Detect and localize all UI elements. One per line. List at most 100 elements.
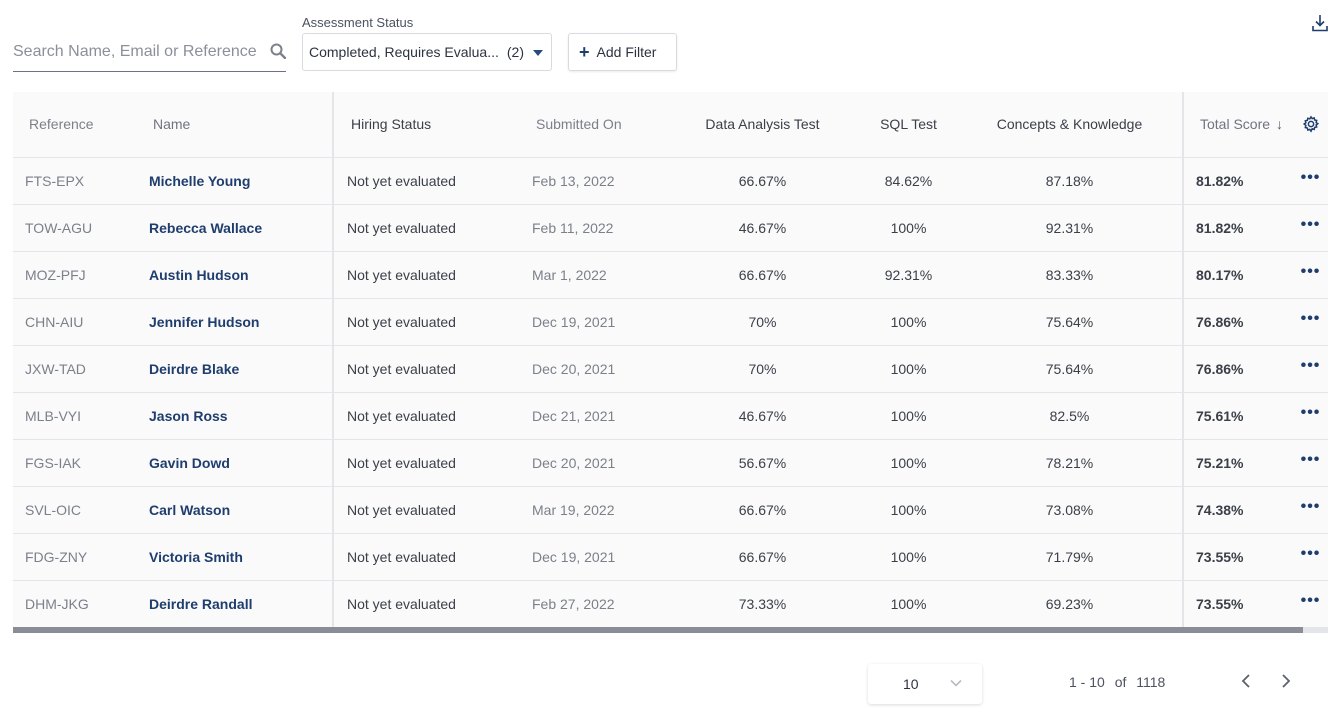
table-row[interactable]: CHN-AIU Jennifer Hudson Not yet evaluate… bbox=[13, 298, 1328, 346]
candidates-table: Reference Name Hiring Status Submitted O… bbox=[13, 92, 1328, 627]
column-header-reference[interactable]: Reference bbox=[13, 92, 137, 158]
table-row[interactable]: FDG-ZNY Victoria Smith Not yet evaluated… bbox=[13, 533, 1328, 581]
more-options-icon[interactable]: ••• bbox=[1300, 357, 1321, 374]
page-of-label: of bbox=[1114, 674, 1127, 690]
candidate-name-link[interactable]: Michelle Young bbox=[149, 172, 251, 189]
search-icon[interactable] bbox=[270, 43, 286, 59]
total-score-cell: 76.86% bbox=[1182, 298, 1293, 346]
candidate-name-link[interactable]: Rebecca Wallace bbox=[149, 219, 263, 236]
data-analysis-cell: 66.67% bbox=[665, 486, 860, 534]
column-header-concepts[interactable]: Concepts & Knowledge bbox=[957, 92, 1183, 158]
chevron-right-icon[interactable] bbox=[1278, 672, 1294, 690]
more-options-icon[interactable]: ••• bbox=[1300, 592, 1321, 609]
total-score-cell: 81.82% bbox=[1182, 157, 1293, 205]
table-header-row: Reference Name Hiring Status Submitted O… bbox=[13, 92, 1328, 158]
page-size-select[interactable]: 10 bbox=[868, 664, 982, 704]
concepts-cell: 75.64% bbox=[957, 298, 1183, 346]
reference-cell: MOZ-PFJ bbox=[13, 251, 137, 299]
data-analysis-cell: 70% bbox=[665, 298, 860, 346]
horizontal-scrollbar[interactable] bbox=[13, 627, 1328, 633]
more-options-icon[interactable]: ••• bbox=[1300, 545, 1321, 562]
total-score-cell: 74.38% bbox=[1182, 486, 1293, 534]
sql-cell: 84.62% bbox=[860, 157, 957, 205]
name-cell: Deirdre Randall bbox=[137, 580, 333, 627]
candidate-name-link[interactable]: Deirdre Randall bbox=[149, 595, 253, 612]
add-filter-button[interactable]: + Add Filter bbox=[568, 33, 677, 71]
submitted-on-cell: Dec 19, 2021 bbox=[527, 298, 665, 346]
candidate-name-link[interactable]: Deirdre Blake bbox=[149, 360, 240, 377]
total-score-cell: 73.55% bbox=[1182, 580, 1293, 627]
more-options-icon[interactable]: ••• bbox=[1300, 216, 1321, 233]
candidate-name-link[interactable]: Austin Hudson bbox=[149, 266, 249, 283]
more-options-icon[interactable]: ••• bbox=[1300, 404, 1321, 421]
assessment-status-count: (2) bbox=[506, 44, 524, 60]
table-row[interactable]: TOW-AGU Rebecca Wallace Not yet evaluate… bbox=[13, 204, 1328, 252]
name-cell: Jennifer Hudson bbox=[137, 298, 333, 346]
sort-down-icon[interactable]: ↓ bbox=[1276, 116, 1284, 133]
name-cell: Jason Ross bbox=[137, 392, 333, 440]
concepts-cell: 92.31% bbox=[957, 204, 1183, 252]
concepts-cell: 83.33% bbox=[957, 251, 1183, 299]
concepts-cell: 73.08% bbox=[957, 486, 1183, 534]
column-header-total-score[interactable]: Total Score ↓ bbox=[1182, 92, 1293, 158]
total-score-cell: 80.17% bbox=[1182, 251, 1293, 299]
row-actions-cell: ••• bbox=[1293, 580, 1328, 627]
candidate-name-link[interactable]: Gavin Dowd bbox=[149, 454, 230, 471]
column-header-sql[interactable]: SQL Test bbox=[860, 92, 957, 158]
reference-cell: MLB-VYI bbox=[13, 392, 137, 440]
sql-cell: 100% bbox=[860, 345, 957, 393]
gear-icon[interactable] bbox=[1302, 115, 1320, 133]
hiring-status-cell: Not yet evaluated bbox=[332, 204, 527, 252]
hiring-status-cell: Not yet evaluated bbox=[332, 298, 527, 346]
sql-cell: 92.31% bbox=[860, 251, 957, 299]
name-cell: Carl Watson bbox=[137, 486, 333, 534]
row-actions-cell: ••• bbox=[1293, 486, 1328, 534]
name-cell: Michelle Young bbox=[137, 157, 333, 205]
chevron-left-icon[interactable] bbox=[1238, 672, 1254, 690]
total-score-cell: 75.61% bbox=[1182, 392, 1293, 440]
reference-cell: FGS-IAK bbox=[13, 439, 137, 487]
total-score-cell: 75.21% bbox=[1182, 439, 1293, 487]
candidate-name-link[interactable]: Victoria Smith bbox=[149, 548, 243, 565]
more-options-icon[interactable]: ••• bbox=[1300, 169, 1321, 186]
data-analysis-cell: 73.33% bbox=[665, 580, 860, 627]
table-row[interactable]: DHM-JKG Deirdre Randall Not yet evaluate… bbox=[13, 580, 1328, 627]
column-header-data-analysis[interactable]: Data Analysis Test bbox=[665, 92, 860, 158]
row-actions-cell: ••• bbox=[1293, 439, 1328, 487]
submitted-on-cell: Feb 13, 2022 bbox=[527, 157, 665, 205]
column-header-hiring-status[interactable]: Hiring Status bbox=[332, 92, 527, 158]
candidate-name-link[interactable]: Carl Watson bbox=[149, 501, 231, 518]
table-row[interactable]: FTS-EPX Michelle Young Not yet evaluated… bbox=[13, 157, 1328, 205]
more-options-icon[interactable]: ••• bbox=[1300, 451, 1321, 468]
scrollbar-thumb[interactable] bbox=[13, 627, 1303, 633]
assessment-status-dropdown[interactable]: Completed, Requires Evalua... (2) bbox=[302, 33, 552, 71]
reference-cell: TOW-AGU bbox=[13, 204, 137, 252]
table-row[interactable]: MLB-VYI Jason Ross Not yet evaluated Dec… bbox=[13, 392, 1328, 440]
assessment-status-value: Completed, Requires Evalua... bbox=[309, 44, 499, 60]
sql-cell: 100% bbox=[860, 486, 957, 534]
name-cell: Gavin Dowd bbox=[137, 439, 333, 487]
column-header-submitted-on[interactable]: Submitted On bbox=[527, 92, 665, 158]
table-row[interactable]: FGS-IAK Gavin Dowd Not yet evaluated Dec… bbox=[13, 439, 1328, 487]
search-field[interactable] bbox=[13, 32, 286, 72]
table-row[interactable]: SVL-OIC Carl Watson Not yet evaluated Ma… bbox=[13, 486, 1328, 534]
table-row[interactable]: MOZ-PFJ Austin Hudson Not yet evaluated … bbox=[13, 251, 1328, 299]
concepts-cell: 78.21% bbox=[957, 439, 1183, 487]
candidate-name-link[interactable]: Jason Ross bbox=[149, 407, 228, 424]
reference-cell: JXW-TAD bbox=[13, 345, 137, 393]
more-options-icon[interactable]: ••• bbox=[1300, 310, 1321, 327]
table-row[interactable]: JXW-TAD Deirdre Blake Not yet evaluated … bbox=[13, 345, 1328, 393]
download-icon[interactable] bbox=[1311, 14, 1329, 32]
search-input[interactable] bbox=[13, 42, 263, 61]
hiring-status-cell: Not yet evaluated bbox=[332, 345, 527, 393]
row-actions-cell: ••• bbox=[1293, 204, 1328, 252]
reference-cell: FTS-EPX bbox=[13, 157, 137, 205]
column-header-name[interactable]: Name bbox=[137, 92, 333, 158]
more-options-icon[interactable]: ••• bbox=[1300, 498, 1321, 515]
column-settings-cell bbox=[1293, 92, 1328, 158]
name-cell: Victoria Smith bbox=[137, 533, 333, 581]
sql-cell: 100% bbox=[860, 298, 957, 346]
more-options-icon[interactable]: ••• bbox=[1300, 263, 1321, 280]
hiring-status-cell: Not yet evaluated bbox=[332, 392, 527, 440]
candidate-name-link[interactable]: Jennifer Hudson bbox=[149, 313, 260, 330]
